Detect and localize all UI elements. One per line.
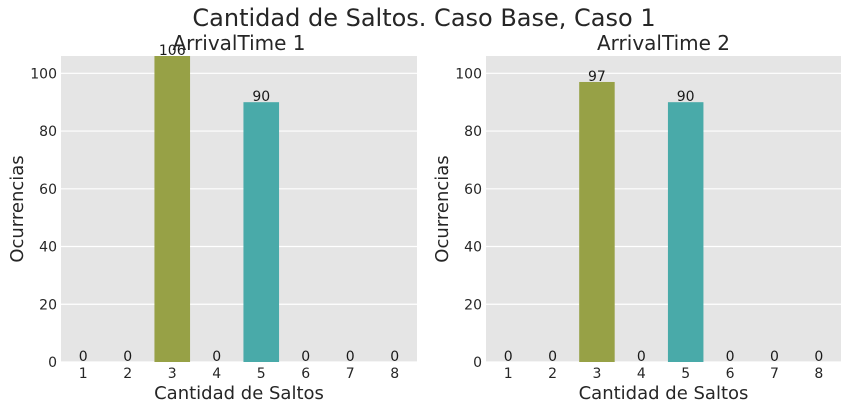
y-tick-label: 20 <box>39 297 57 313</box>
bar-value-label: 0 <box>814 349 823 365</box>
x-tick-label: 8 <box>814 366 823 382</box>
chart-title: ArrivalTime 2 <box>597 31 730 55</box>
x-axis-label: Cantidad de Saltos <box>154 383 324 404</box>
y-tick-label: 60 <box>39 182 57 198</box>
y-tick-label: 60 <box>464 182 482 198</box>
y-tick-label: 40 <box>39 240 57 256</box>
x-tick-label: 8 <box>390 366 399 382</box>
y-tick-label: 20 <box>464 297 482 313</box>
bar-value-label: 0 <box>346 349 355 365</box>
y-tick-label: 100 <box>30 66 57 82</box>
bar-value-label: 97 <box>588 69 606 85</box>
bar-value-label: 0 <box>123 349 132 365</box>
bar-value-label: 0 <box>212 349 221 365</box>
x-tick-label: 2 <box>548 366 557 382</box>
x-tick-label: 2 <box>123 366 132 382</box>
y-tick-label: 40 <box>464 240 482 256</box>
bar-5 <box>243 102 280 362</box>
y-tick-label: 80 <box>39 124 57 140</box>
bar-3 <box>579 81 615 362</box>
x-tick-label: 6 <box>301 366 310 382</box>
x-tick-label: 1 <box>504 366 513 382</box>
x-tick-label: 7 <box>770 366 779 382</box>
y-tick-label: 0 <box>48 355 57 371</box>
bar-value-label: 0 <box>548 349 557 365</box>
x-tick-label: 3 <box>592 366 601 382</box>
y-tick-label: 80 <box>464 124 482 140</box>
x-tick-label: 5 <box>681 366 690 382</box>
bar-value-label: 90 <box>677 89 695 105</box>
x-axis-label: Cantidad de Saltos <box>579 383 749 404</box>
x-tick-label: 4 <box>212 366 221 382</box>
chart-title: ArrivalTime 1 <box>172 31 305 55</box>
y-tick-label: 100 <box>455 66 482 82</box>
y-axis-label: Ocurrencias <box>7 155 28 262</box>
figure-title: Cantidad de Saltos. Caso Base, Caso 1 <box>192 4 655 32</box>
bar-3 <box>154 56 191 362</box>
x-tick-label: 4 <box>637 366 646 382</box>
bar-value-label: 0 <box>504 349 513 365</box>
y-tick-label: 0 <box>473 355 482 371</box>
x-tick-label: 6 <box>726 366 735 382</box>
plot-area <box>61 56 417 362</box>
x-tick-label: 7 <box>346 366 355 382</box>
x-tick-label: 3 <box>168 366 177 382</box>
plot-area <box>486 56 841 362</box>
bar-value-label: 0 <box>770 349 779 365</box>
x-tick-label: 1 <box>79 366 88 382</box>
x-tick-label: 5 <box>257 366 266 382</box>
bar-value-label: 0 <box>637 349 646 365</box>
y-axis-label: Ocurrencias <box>432 155 453 262</box>
bar-value-label: 0 <box>390 349 399 365</box>
bar-value-label: 0 <box>301 349 310 365</box>
bar-value-label: 0 <box>726 349 735 365</box>
bar-5 <box>667 102 704 362</box>
bar-value-label: 0 <box>79 349 88 365</box>
bar-value-label: 106 <box>159 43 186 59</box>
bar-value-label: 90 <box>252 89 270 105</box>
